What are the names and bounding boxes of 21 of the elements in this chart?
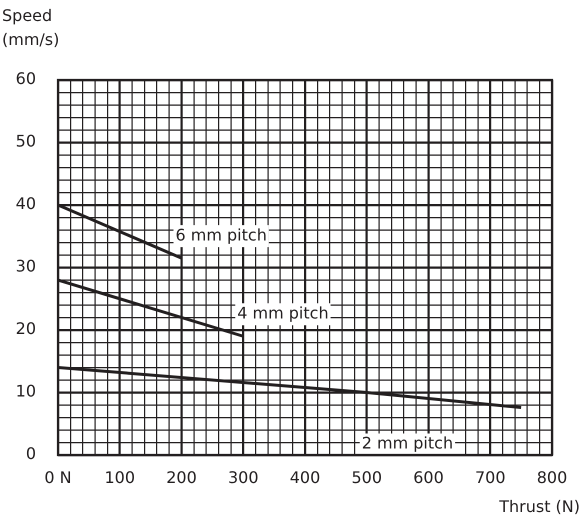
x-tick-label: 200 <box>166 468 197 487</box>
y-tick-label: 20 <box>16 319 36 338</box>
y-tick-label: 10 <box>16 382 36 401</box>
x-tick-label: 600 <box>413 468 444 487</box>
series-label: 6 mm pitch <box>176 225 267 244</box>
x-tick-label: 500 <box>351 468 382 487</box>
x-tick-label: 0 N <box>44 468 72 487</box>
y-tick-label: 40 <box>16 194 36 214</box>
text: 2 mm pitch <box>362 434 454 453</box>
y-axis-title: Speed (mm/s) <box>2 5 60 51</box>
y-tick-label: 50 <box>16 132 36 151</box>
x-tick-label: 400 <box>290 468 320 487</box>
x-tick-label: 700 <box>474 468 506 487</box>
x-tick-label: 100 <box>104 468 136 487</box>
series-label: 4 mm pitch <box>237 303 329 322</box>
y-tick-label: 0 <box>26 444 36 464</box>
x-axis-title: Thrust (N) <box>499 497 580 516</box>
y-tick-label: 30 <box>16 256 36 276</box>
y-tick-label: 60 <box>16 69 36 88</box>
x-tick-label: 300 <box>228 468 259 487</box>
x-tick-label: 800 <box>536 468 568 487</box>
